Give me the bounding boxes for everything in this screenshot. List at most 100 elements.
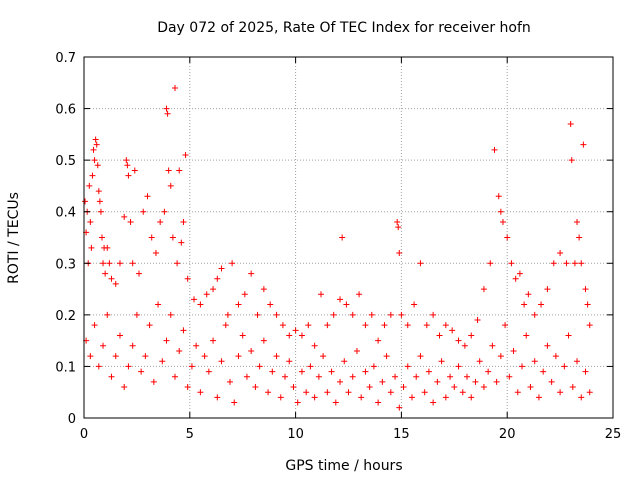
data-point [210,286,217,293]
chart-title: Day 072 of 2025, Rate Of TEC Index for r… [157,20,531,36]
data-point [320,353,327,360]
data-point [152,249,159,256]
data-point [506,373,513,380]
data-point [104,311,111,318]
data-point [434,378,441,385]
data-point [167,182,174,189]
data-point [239,332,246,339]
data-point [222,322,229,329]
y-axis-tick-labels: 0 0.1 0.2 0.3 0.4 0.5 0.6 0.7 [55,51,76,427]
data-point [184,384,191,391]
data-point [565,332,572,339]
x-tick-label: 25 [605,427,622,442]
data-point [102,270,109,277]
data-point [133,311,140,318]
data-point [121,384,128,391]
data-point [90,146,97,153]
data-point [411,301,418,308]
data-point [136,270,143,277]
data-point [472,378,479,385]
data-point [535,394,542,401]
data-point [184,275,191,282]
data-point [214,275,221,282]
data-point [582,368,589,375]
data-point [129,342,136,349]
y-tick-label: 0.7 [55,51,76,66]
data-point [305,322,312,329]
grid-lines [84,57,613,418]
data-point [563,260,570,267]
data-point [527,384,534,391]
data-point [116,332,123,339]
data-point [127,219,134,226]
data-point [171,373,178,380]
data-point [303,389,310,396]
data-point [417,353,424,360]
data-point [383,353,390,360]
data-point [375,399,382,406]
data-point [94,162,101,169]
data-point [248,270,255,277]
data-point [489,342,496,349]
data-point [349,311,356,318]
data-point [324,322,331,329]
data-point [341,358,348,365]
data-point [163,105,170,112]
x-tick-label: 20 [499,427,516,442]
data-point [396,404,403,411]
data-point [557,249,564,256]
data-point [100,342,107,349]
data-point [395,224,402,231]
data-point [148,234,155,241]
data-point [574,219,581,226]
data-point [480,384,487,391]
data-point [124,162,131,169]
data-point [392,373,399,380]
data-point [523,332,530,339]
x-tick-label: 15 [393,427,410,442]
x-axis-label: GPS time / hours [285,458,402,474]
data-point [463,373,470,380]
data-point [531,358,538,365]
data-point [161,208,168,215]
data-point [493,378,500,385]
data-point [396,249,403,256]
data-point [89,172,96,179]
data-point [290,384,297,391]
data-point [495,193,502,200]
data-point [95,363,102,370]
data-point [88,244,95,251]
data-point [231,399,238,406]
data-point [93,141,100,148]
data-point [580,141,587,148]
data-point [273,311,280,318]
axis-ticks [83,56,614,419]
data-point [193,342,200,349]
data-point [311,394,318,401]
data-point [265,389,272,396]
data-point [229,260,236,267]
data-point [243,373,250,380]
data-point [368,311,375,318]
data-point [328,368,335,375]
data-point [485,368,492,375]
data-point [95,188,102,195]
data-point [171,84,178,91]
data-point [279,322,286,329]
data-point [525,291,532,298]
x-tick-label: 5 [186,427,194,442]
data-point [455,363,462,370]
data-point [142,353,149,360]
data-point [569,384,576,391]
data-point [366,384,373,391]
data-point [514,389,521,396]
data-point [468,394,475,401]
data-point [121,213,128,220]
data-point [557,389,564,396]
data-point [248,347,255,354]
data-point [337,296,344,303]
data-point [98,234,105,241]
data-point [188,363,195,370]
data-point [218,358,225,365]
data-point [540,368,547,375]
